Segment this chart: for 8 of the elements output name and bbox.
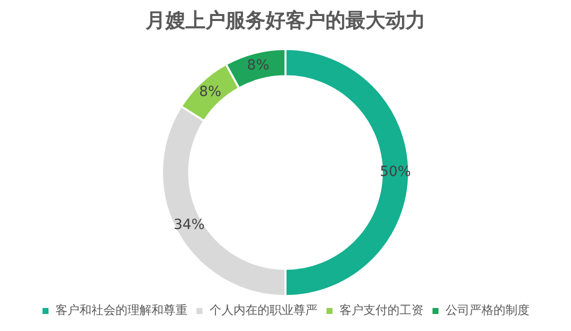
data-label: 34% — [174, 217, 205, 234]
legend-label: 客户和社会的理解和尊重 — [56, 303, 188, 318]
data-label: 8% — [247, 58, 270, 74]
legend-label: 个人内在的职业尊严 — [210, 303, 318, 318]
legend-label: 客户支付的工资 — [340, 303, 424, 318]
chart-title: 月嫂上户服务好客户的最大动力 — [144, 8, 426, 32]
legend-label: 公司严格的制度 — [446, 303, 530, 318]
data-label: 8% — [199, 84, 222, 100]
